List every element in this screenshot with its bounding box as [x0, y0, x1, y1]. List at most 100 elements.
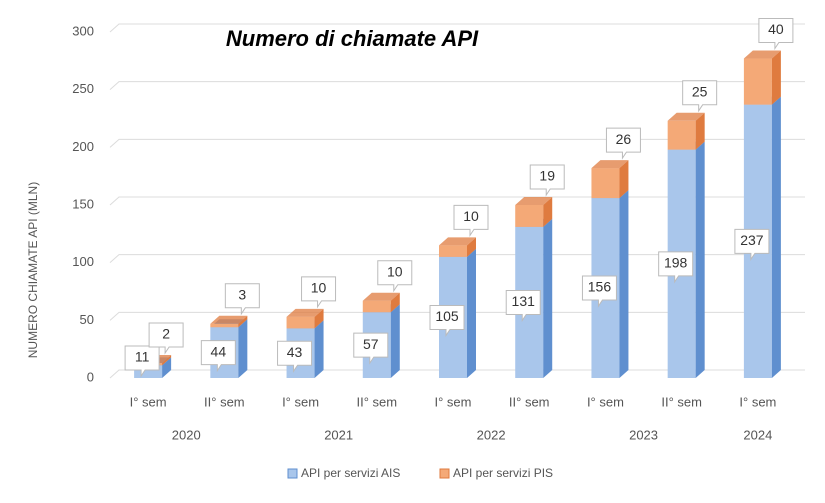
data-label: 44: [200, 340, 236, 373]
data-label: 57: [353, 332, 389, 365]
data-label-box: [353, 332, 389, 365]
bar-side: [543, 197, 553, 227]
data-label: 2: [148, 322, 184, 355]
bar-side: [390, 304, 400, 378]
bar-top: [286, 308, 324, 317]
bar-top: [210, 315, 248, 324]
x-group-label: 2023: [629, 427, 658, 442]
data-label: 26: [605, 127, 641, 160]
y-tick-label: 150: [72, 196, 94, 211]
data-label-text: 131: [512, 293, 536, 309]
bar-top: [515, 197, 553, 205]
x-tick-label: I° sem: [739, 394, 776, 409]
data-label-text: 25: [692, 84, 708, 100]
bar-side: [162, 355, 172, 366]
data-label-box: [148, 322, 184, 355]
data-label: 10: [453, 204, 489, 238]
data-label-text: 44: [211, 343, 227, 359]
bar-side: [771, 96, 781, 378]
bar-top: [591, 160, 629, 169]
bar-top: [439, 237, 476, 246]
y-tick-label: 250: [72, 81, 94, 96]
grid-line: [109, 369, 805, 379]
grid-line: [109, 138, 805, 148]
data-label-text: 11: [135, 349, 150, 365]
data-label: 105: [429, 304, 465, 338]
bar-side: [619, 160, 629, 199]
y-tick-label: 50: [80, 312, 94, 327]
bar-top: [743, 50, 781, 59]
bar-side: [467, 237, 476, 257]
data-label-box: [734, 228, 770, 261]
x-tick-label: I° sem: [587, 394, 624, 409]
data-label-text: 43: [287, 344, 303, 360]
data-label-text: 10: [387, 263, 403, 279]
bar-front: [439, 245, 467, 257]
data-label: 40: [758, 18, 794, 51]
data-label: 3: [224, 283, 260, 316]
x-group-label: 2022: [477, 427, 506, 442]
bar-side: [238, 315, 248, 328]
data-label: 19: [529, 164, 565, 197]
x-group-label: 2024: [743, 427, 772, 442]
legend-label: API per servizi PIS: [453, 466, 553, 480]
grid-line: [109, 254, 805, 264]
bar-front: [515, 205, 544, 227]
y-tick-label: 100: [72, 254, 94, 269]
bar-front: [210, 323, 239, 328]
bar-side: [695, 112, 705, 150]
data-label: 131: [505, 289, 541, 323]
bar-front: [286, 316, 315, 329]
bar-top: [667, 112, 705, 121]
data-label-box: [658, 251, 694, 284]
bar-front: [667, 120, 696, 150]
data-label-text: 156: [588, 279, 612, 295]
bar-side: [543, 218, 553, 378]
y-tick-label: 200: [72, 139, 94, 154]
data-label: 10: [377, 260, 413, 293]
x-tick-label: II° sem: [509, 394, 550, 409]
y-tick-label: 0: [87, 369, 94, 384]
data-label-text: 26: [616, 131, 632, 147]
data-label-text: 10: [463, 208, 479, 224]
data-label-box: [758, 18, 794, 51]
data-label-box: [605, 127, 641, 160]
grid-line: [109, 311, 805, 321]
data-label-box: [200, 340, 236, 373]
x-tick-label: I° sem: [435, 394, 472, 409]
data-label-box: [429, 304, 465, 338]
data-label: 10: [301, 276, 337, 309]
bar-top: [362, 292, 400, 301]
data-label-box: [505, 289, 541, 323]
data-label-box: [124, 345, 160, 378]
x-tick-label: II° sem: [204, 394, 245, 409]
data-label: 237: [734, 228, 770, 261]
x-tick-label: I° sem: [282, 394, 319, 409]
x-tick-label: II° sem: [356, 394, 397, 409]
data-label-text: 3: [238, 286, 246, 302]
data-label: 156: [581, 275, 617, 308]
bar-side: [771, 50, 781, 105]
data-label-box: [682, 80, 718, 113]
bar: [667, 112, 705, 150]
data-label: 43: [277, 340, 313, 373]
data-label-box: [377, 260, 413, 293]
grid-line: [109, 23, 805, 33]
bar-front: [743, 58, 772, 105]
bar-side: [314, 308, 324, 329]
data-label-box: [453, 204, 489, 238]
data-label: 11: [124, 345, 160, 378]
data-label-box: [581, 275, 617, 308]
grid-line: [109, 81, 805, 91]
bar: [515, 197, 553, 227]
bar: [743, 50, 781, 105]
grid-line: [109, 196, 805, 206]
data-label-text: 40: [768, 21, 784, 37]
x-group-label: 2021: [324, 427, 353, 442]
x-group-label: 2020: [172, 427, 201, 442]
data-label-text: 198: [664, 255, 688, 271]
legend-swatch: [439, 468, 450, 479]
data-label-box: [301, 276, 337, 309]
bar-front: [591, 168, 620, 199]
